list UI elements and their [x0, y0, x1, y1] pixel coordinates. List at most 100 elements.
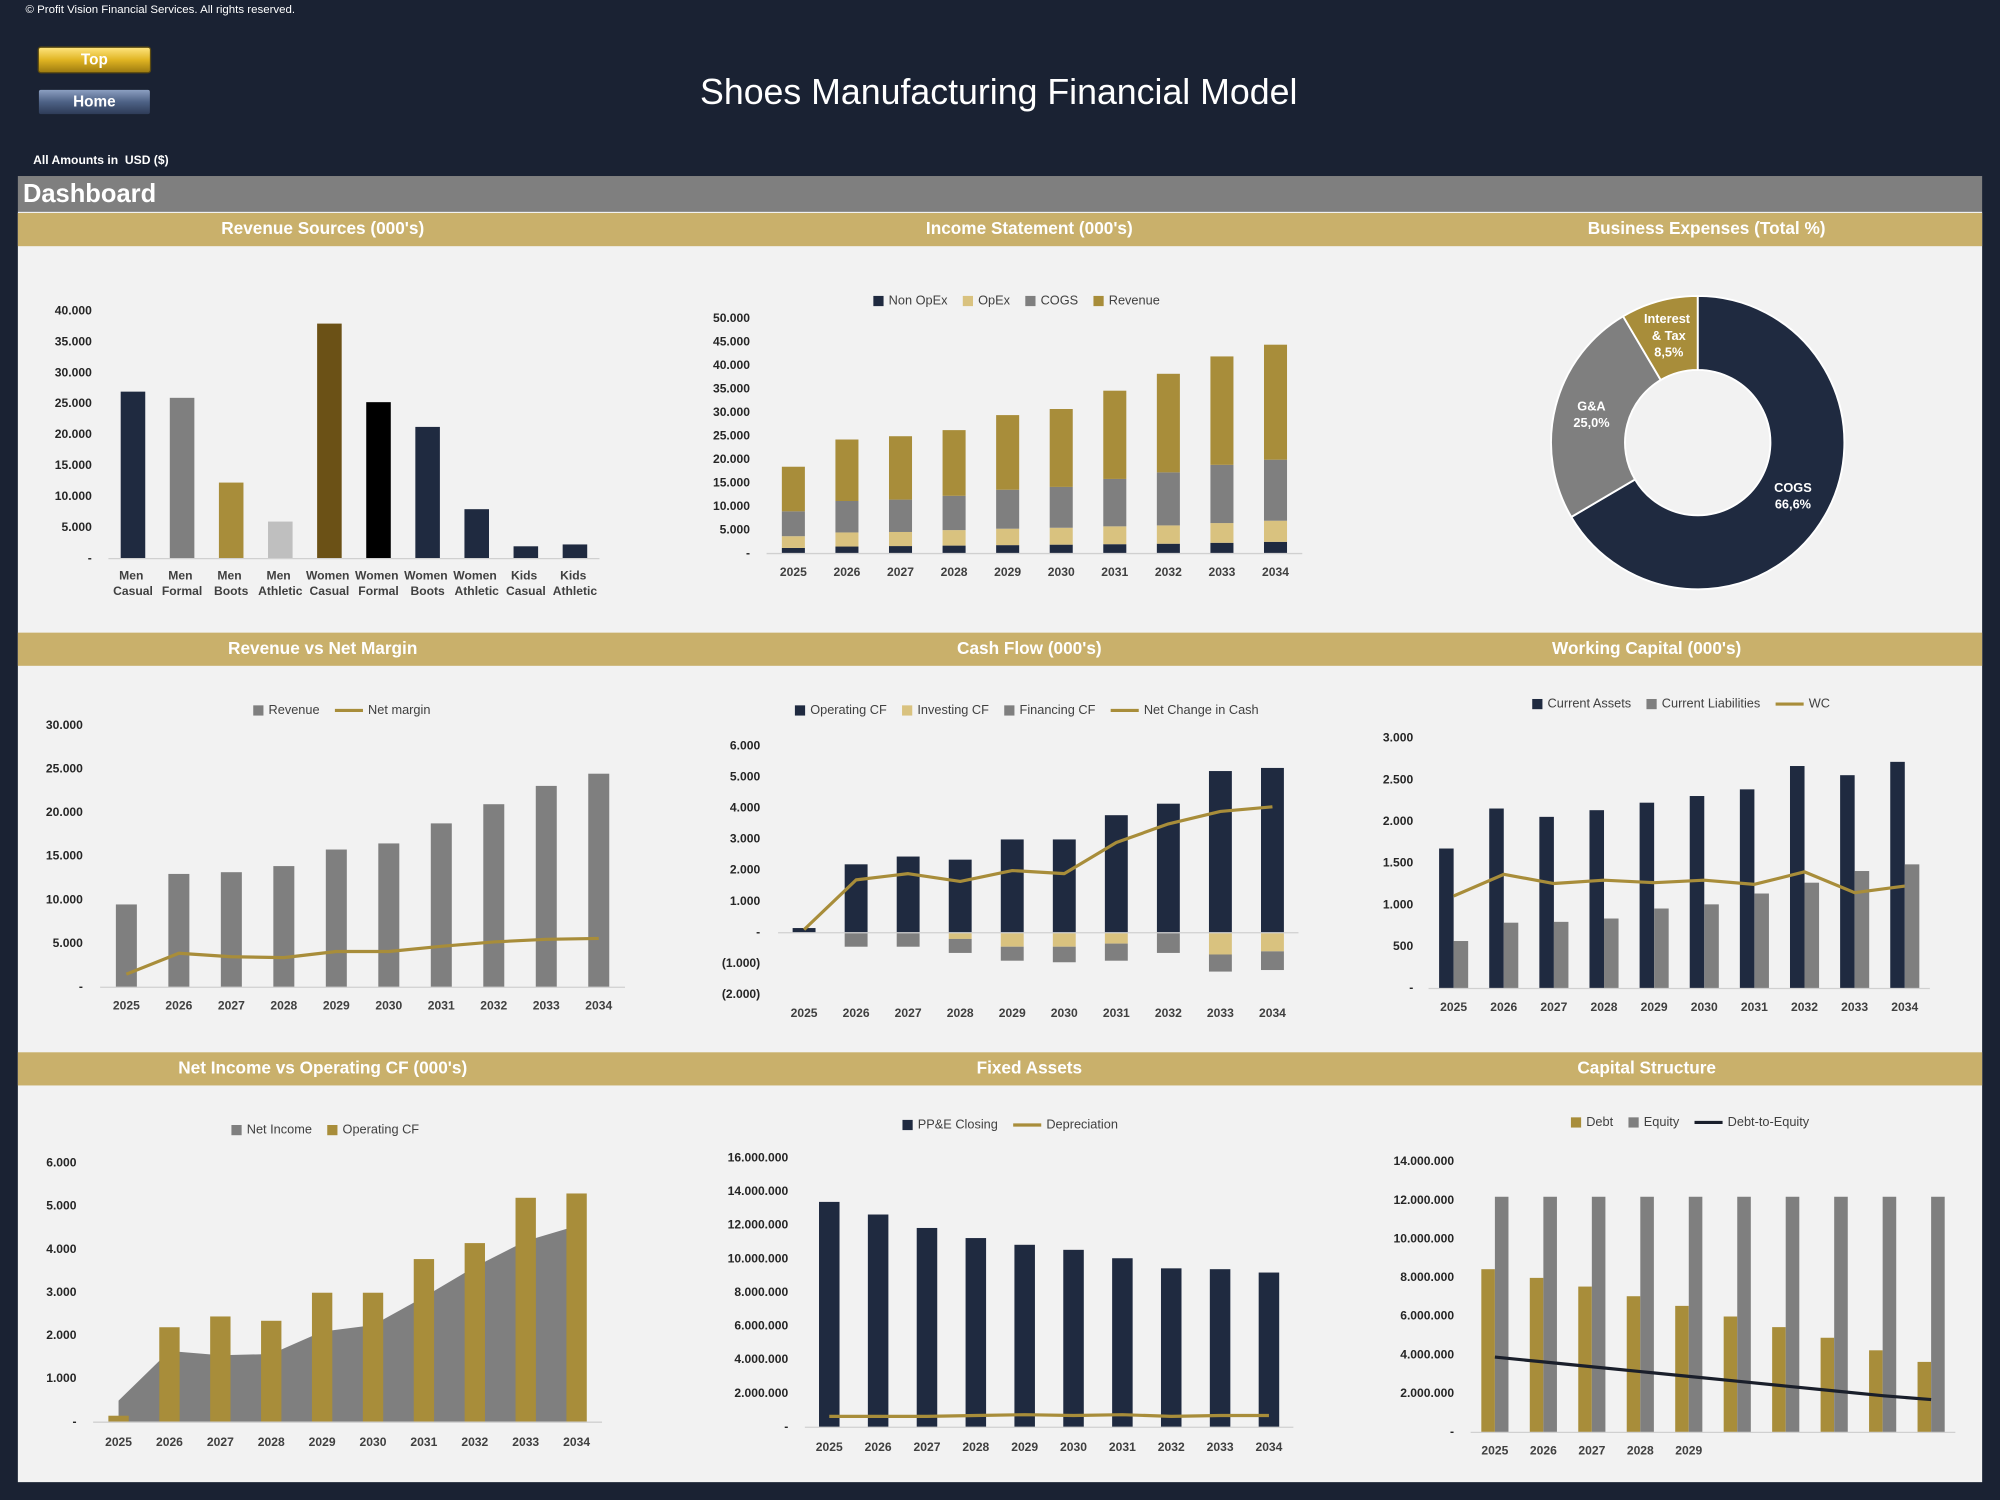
bar — [1494, 1196, 1509, 1433]
bar — [1639, 802, 1655, 989]
chart-title: Working Capital (000's) — [1552, 638, 1741, 658]
legend-swatch — [902, 1119, 913, 1131]
chart-title: Revenue vs Net Margin — [228, 638, 417, 658]
bar — [317, 323, 342, 559]
bar — [464, 509, 489, 559]
y-tick-label: 15.000 — [46, 849, 83, 863]
x-tick-label: 2026 — [1530, 1444, 1557, 1458]
y-tick-label: 4.000.000 — [1400, 1347, 1454, 1361]
x-tick-label: 2033 — [1841, 1000, 1868, 1014]
bar — [218, 482, 244, 559]
y-tick-label: 4.000.000 — [734, 1352, 788, 1366]
x-tick-label: 2031 — [1741, 1000, 1768, 1014]
bar — [1481, 1269, 1495, 1433]
x-tick-label: 2031 — [1101, 565, 1128, 579]
chart-title: Cash Flow (000's) — [957, 638, 1102, 658]
area — [118, 1225, 577, 1423]
y-tick-label: 30.000 — [46, 718, 83, 732]
x-tick-label: 2029 — [1675, 1444, 1702, 1458]
top-button[interactable]: Top — [37, 46, 152, 74]
bar — [1052, 932, 1076, 947]
button-label[interactable]: Home — [73, 94, 116, 111]
y-tick-label: - — [79, 979, 83, 993]
y-tick-label: 1.000 — [46, 1371, 77, 1385]
legend-label: Net Income — [247, 1121, 312, 1136]
legend-label: Financing CF — [1020, 702, 1096, 717]
data-label: 8,5% — [1654, 345, 1683, 360]
bar — [1104, 943, 1128, 961]
x-tick-label: 2027 — [895, 1006, 922, 1020]
bar — [1453, 941, 1469, 989]
button-face[interactable] — [37, 88, 152, 116]
bar — [1869, 1350, 1883, 1433]
button-label[interactable]: Top — [81, 52, 108, 69]
x-tick-label: 2030 — [1691, 1000, 1718, 1014]
bar — [1103, 526, 1127, 545]
legend-swatch — [1025, 295, 1036, 307]
bar — [325, 849, 347, 988]
legend-label: OpEx — [978, 292, 1011, 307]
legend-label: Operating CF — [810, 702, 887, 717]
bar — [1654, 908, 1669, 989]
x-tick-label: 2026 — [865, 1440, 892, 1454]
home-button[interactable]: Home — [37, 88, 152, 116]
bar — [1000, 839, 1024, 933]
bar — [888, 436, 913, 500]
bar — [942, 430, 966, 496]
data-label: 66,6% — [1775, 497, 1811, 512]
bar — [1156, 525, 1180, 544]
bar — [1261, 951, 1284, 971]
segment-label: Interest & Tax — [1644, 312, 1694, 344]
x-tick-label: 2034 — [1891, 1000, 1918, 1014]
legend-label: PP&E Closing — [918, 1116, 998, 1131]
bar — [1834, 1196, 1848, 1433]
y-tick-label: 20.000 — [55, 427, 92, 441]
y-tick-label: 15.000 — [55, 458, 92, 472]
line — [829, 1413, 1269, 1418]
bar — [819, 1201, 840, 1428]
x-tick-label: 2027 — [914, 1440, 941, 1454]
x-tick-label: 2028 — [1627, 1444, 1654, 1458]
bar — [1772, 1327, 1786, 1433]
currency-note: All Amounts in USD ($) — [33, 153, 168, 167]
legend-swatch — [873, 295, 884, 307]
bar — [378, 843, 400, 988]
bar — [1063, 1249, 1084, 1428]
bar — [415, 426, 440, 559]
x-tick-label: 2032 — [1155, 565, 1182, 579]
x-tick-label: Men Boots — [214, 569, 249, 598]
legend-label: Revenue — [1109, 292, 1160, 307]
bar — [781, 536, 805, 548]
x-tick-label: 2025 — [1481, 1444, 1508, 1458]
bar — [1904, 864, 1920, 989]
legend-label: Current Liabilities — [1662, 695, 1761, 710]
y-tick-label: 1.000 — [1383, 897, 1414, 911]
y-tick-label: 12.000.000 — [728, 1218, 789, 1232]
bar — [1754, 893, 1769, 989]
bar — [1208, 771, 1232, 933]
bar — [1261, 932, 1284, 952]
bar — [1156, 803, 1180, 933]
x-tick-label: 2032 — [1155, 1006, 1182, 1020]
x-tick-label: 2026 — [1490, 1000, 1517, 1014]
y-tick-label: - — [88, 551, 92, 565]
legend-label: COGS — [1041, 292, 1079, 307]
x-tick-label: Women Athletic — [453, 569, 500, 598]
x-tick-label: 2027 — [218, 999, 245, 1013]
legend-swatch — [902, 705, 913, 716]
bar — [835, 546, 859, 554]
x-tick-label: 2033 — [1208, 565, 1235, 579]
legend-swatch — [794, 705, 806, 716]
bar — [1103, 390, 1127, 479]
bar — [1931, 1196, 1945, 1433]
bar — [1626, 1296, 1641, 1433]
y-tick-label: 35.000 — [713, 381, 750, 395]
button-face[interactable] — [37, 46, 152, 74]
section-bar — [17, 176, 1983, 212]
bar — [1103, 544, 1127, 554]
bar — [916, 1227, 938, 1428]
row-header — [17, 1052, 1983, 1086]
legend-label: Net margin — [368, 702, 430, 717]
x-tick-label: 2032 — [1791, 1000, 1818, 1014]
